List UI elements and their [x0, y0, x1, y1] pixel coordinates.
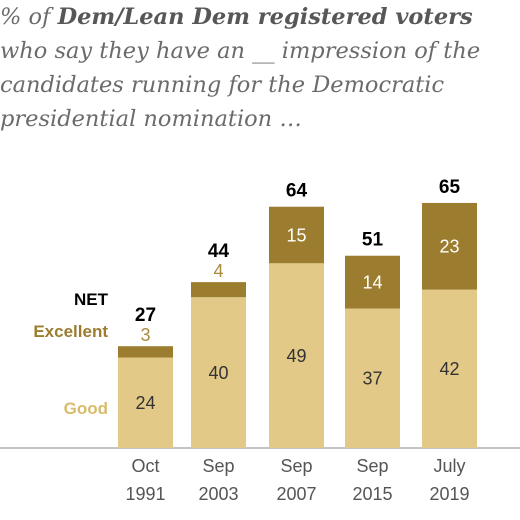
bar-excellent	[191, 282, 246, 298]
data-label-good: 37	[362, 369, 382, 389]
data-label-net: 64	[286, 181, 308, 202]
data-label-good: 49	[286, 346, 306, 366]
x-tick-label-year: 2015	[352, 484, 392, 504]
bar-good	[422, 289, 477, 448]
data-label-net: 65	[439, 177, 461, 198]
chart-title: % of Dem/Lean Dem registered voters who …	[0, 4, 481, 132]
data-label-net: 27	[135, 305, 156, 326]
data-label-excellent: 23	[439, 237, 459, 257]
data-label-excellent: 4	[213, 261, 223, 281]
legend-good: Good	[64, 399, 108, 418]
x-tick-label-month: Oct	[131, 456, 159, 476]
x-tick-label-month: Sep	[202, 456, 234, 476]
data-label-good: 42	[439, 359, 459, 379]
bar-good	[345, 308, 400, 448]
bar-excellent	[269, 206, 324, 264]
x-tick-label-year: 2019	[429, 484, 469, 504]
data-label-excellent: 15	[286, 225, 306, 245]
data-label-good: 24	[135, 393, 155, 413]
data-label-net: 51	[362, 230, 384, 251]
data-label-excellent: 3	[140, 325, 150, 345]
x-tick-label-month: Sep	[356, 456, 388, 476]
data-label-excellent: 14	[362, 272, 382, 292]
bar-good	[191, 297, 246, 448]
bar-excellent	[118, 346, 173, 358]
bar-excellent	[345, 255, 400, 309]
x-tick-label-month: July	[433, 456, 465, 476]
bar-good	[269, 263, 324, 448]
bar-excellent	[422, 202, 477, 290]
data-label-net: 44	[208, 241, 230, 262]
x-tick-label-month: Sep	[280, 456, 312, 476]
bar-good	[118, 357, 173, 448]
legend-net: NET	[74, 290, 109, 309]
x-tick-label-year: 2007	[276, 484, 316, 504]
x-tick-label-year: 2003	[198, 484, 238, 504]
data-label-good: 40	[208, 363, 228, 383]
x-tick-label-year: 1991	[125, 484, 165, 504]
legend-excellent: Excellent	[33, 322, 108, 341]
